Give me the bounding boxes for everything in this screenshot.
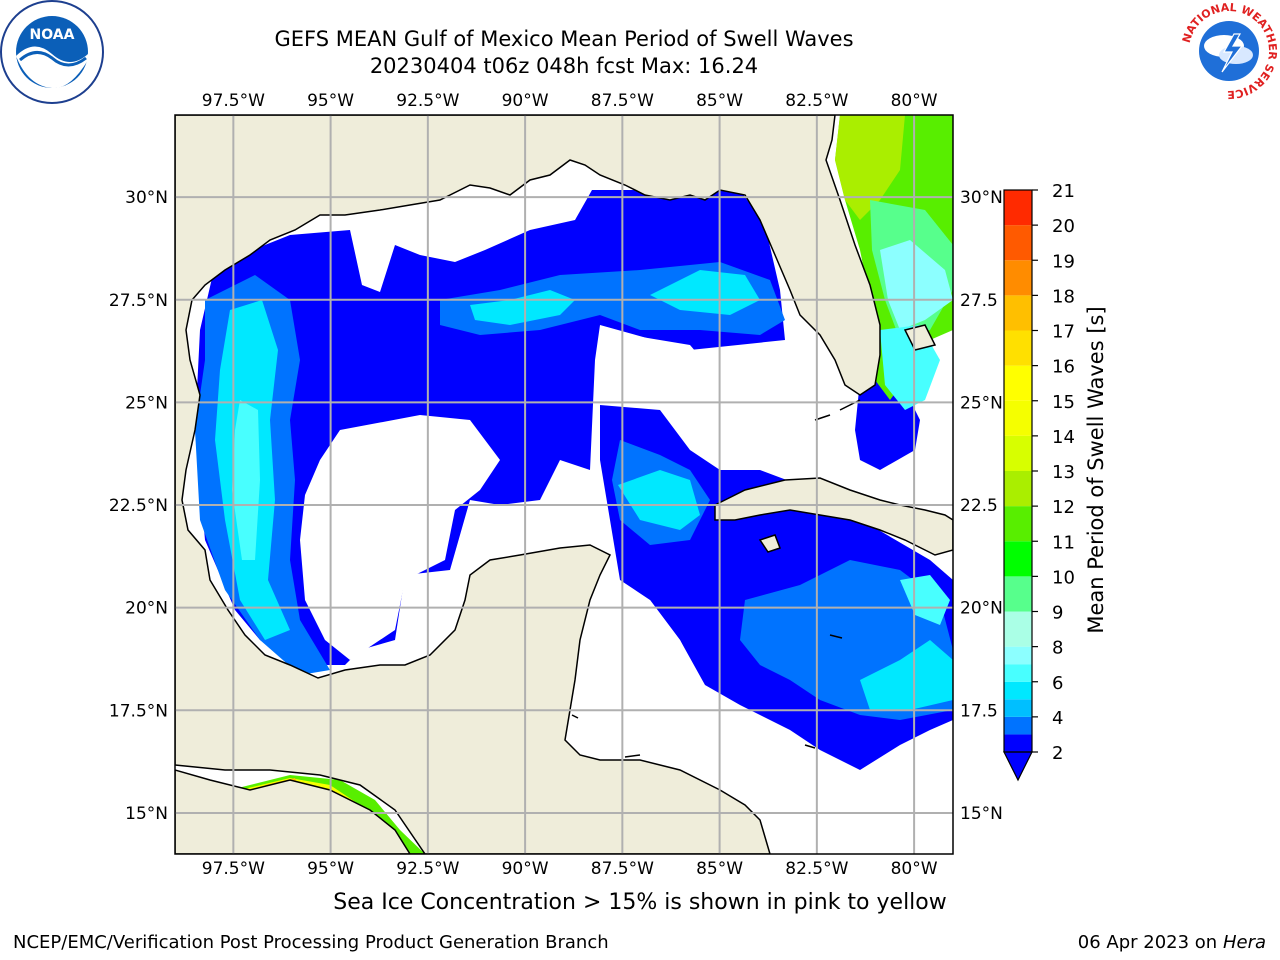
lon-tick-label-bottom: 92.5°W [396,859,459,879]
lon-tick-label-bottom: 80°W [891,859,938,879]
colorbar-tick-label: 15 [1052,392,1075,413]
field-cyan-channel [618,470,700,530]
footer-host: Hera [1222,932,1266,953]
colorbar-tick-label: 17 [1052,322,1075,343]
land-north-america [175,115,881,854]
colorbar-tick-label: 9 [1052,603,1063,624]
land-isla-juventud [758,534,781,553]
lat-tick-label-left: 20°N [125,599,168,619]
colorbar-segment [1004,330,1032,366]
lon-tick-label-bottom: 87.5°W [591,859,654,879]
lon-tick-label-top: 82.5°W [785,91,848,111]
colorbar-segment [1004,699,1032,717]
field-cyan-north-east [650,270,760,315]
colorbar-tick-label: 18 [1052,286,1075,307]
colorbar-tick-label: 10 [1052,567,1075,588]
lon-tick-label-top: 97.5°W [202,91,265,111]
land-cuba [714,477,953,556]
colorbar-label: Mean Period of Swell Waves [s] [1084,306,1108,634]
field-cyan-caribbean [860,640,953,710]
lon-tick-label-bottom: 90°W [502,859,549,879]
tick-labels: 97.5°W 97.5°W 95°W 95°W 92.5°W 92.5°W 90°W 90°W… [109,91,1003,879]
lat-tick-label-left: 17.5°N [109,701,168,721]
lon-tick-label-top: 85°W [696,91,743,111]
field-white-central [300,415,500,660]
lon-tick-label-top: 90°W [502,91,549,111]
swell-field [175,115,953,854]
colorbar-segment [1004,260,1032,296]
lat-tick-label-right: 15°N [960,804,1003,824]
colorbar-tick-label: 6 [1052,673,1063,694]
colorbar-segment [1004,716,1032,735]
colorbar-tick-label: 16 [1052,357,1075,378]
colorbar-tick-label: 11 [1052,532,1075,553]
sea-ice-note: Sea Ice Concentration > 15% is shown in … [333,890,947,915]
lat-tick-label-right: 27.5 [960,291,998,311]
colorbar-tick-label: 21 [1052,181,1075,202]
lat-tick-label-left: 22.5°N [109,496,168,516]
map-title: GEFS MEAN Gulf of Mexico Mean Period of … [274,27,854,51]
colorbar-segment [1004,681,1032,700]
colorbar-tick-label: 20 [1052,216,1075,237]
colorbar-segment [1004,734,1032,752]
colorbar-segment [1004,435,1032,471]
colorbar-segment [1004,506,1032,542]
footer-date-text: 06 Apr 2023 on [1077,932,1218,953]
colorbar-tick-label: 2 [1052,743,1063,764]
colorbar-extend-min [1003,751,1033,782]
lat-tick-label-left: 25°N [125,393,168,413]
lat-tick-label-right: 25°N [960,393,1003,413]
colorbar-segment [1004,190,1032,226]
lon-tick-label-top: 92.5°W [396,91,459,111]
land-bahamas [903,324,937,351]
gridlines [175,115,953,854]
lat-tick-label-left: 15°N [125,804,168,824]
noaa-logo-text: NOAA [30,27,75,43]
lat-tick-label-right: 30°N [960,188,1003,208]
field-lightcyan-west [232,400,260,560]
colorbar-segment [1004,576,1032,612]
colorbar: 2 4 6 8 9 10 11 12 13 14 15 16 17 18 19 20 21 [1003,181,1075,782]
lon-tick-label-bottom: 97.5°W [202,859,265,879]
colorbar-segment [1004,646,1032,665]
footer-date: 06 Apr 2023 on Hera [1078,932,1266,953]
lon-tick-label-bottom: 85°W [696,859,743,879]
colorbar-segment [1004,611,1032,647]
colorbar-segment [1004,400,1032,436]
field-lightcyan-atlantic [880,240,953,330]
colorbar-tick-label: 13 [1052,462,1075,483]
colorbar-segment [1004,295,1032,331]
lat-tick-label-left: 30°N [125,188,168,208]
colorbar-tick-label: 4 [1052,708,1063,729]
colorbar-tick-label: 14 [1052,427,1075,448]
field-yellowgreen-atlantic [835,115,905,220]
field-white-northgap [600,330,795,460]
colorbar-tick-label: 8 [1052,638,1063,659]
land [175,115,953,854]
colorbar-segment [1004,471,1032,507]
lon-tick-label-top: 95°W [307,91,354,111]
lat-tick-label-right: 22.5 [960,496,998,516]
map-frame [174,114,954,855]
lon-tick-label-top: 80°W [891,91,938,111]
nws-logo: NATIONAL WEATHER SERVICE [1180,1,1279,101]
footer-credit: NCEP/EMC/Verification Post Processing Pr… [13,932,609,953]
colorbar-tick-label: 19 [1052,251,1075,272]
field-cyan-caribbean-east [900,575,950,625]
colorbar-segment [1004,225,1032,261]
lat-tick-label-left: 27.5°N [109,291,168,311]
colorbar-segment [1004,664,1032,682]
colorbar-segment [1004,541,1032,577]
lon-tick-label-bottom: 95°W [307,859,354,879]
colorbar-segment [1004,365,1032,401]
colorbar-tick-label: 12 [1052,497,1075,518]
lat-tick-label-right: 17.5 [960,701,998,721]
lat-tick-label-right: 20°N [960,599,1003,619]
lon-tick-label-bottom: 82.5°W [785,859,848,879]
lon-tick-label-top: 87.5°W [591,91,654,111]
noaa-logo: NOAA [0,0,104,104]
map-subtitle: 20230404 t06z 048h fcst Max: 16.24 [369,54,759,78]
